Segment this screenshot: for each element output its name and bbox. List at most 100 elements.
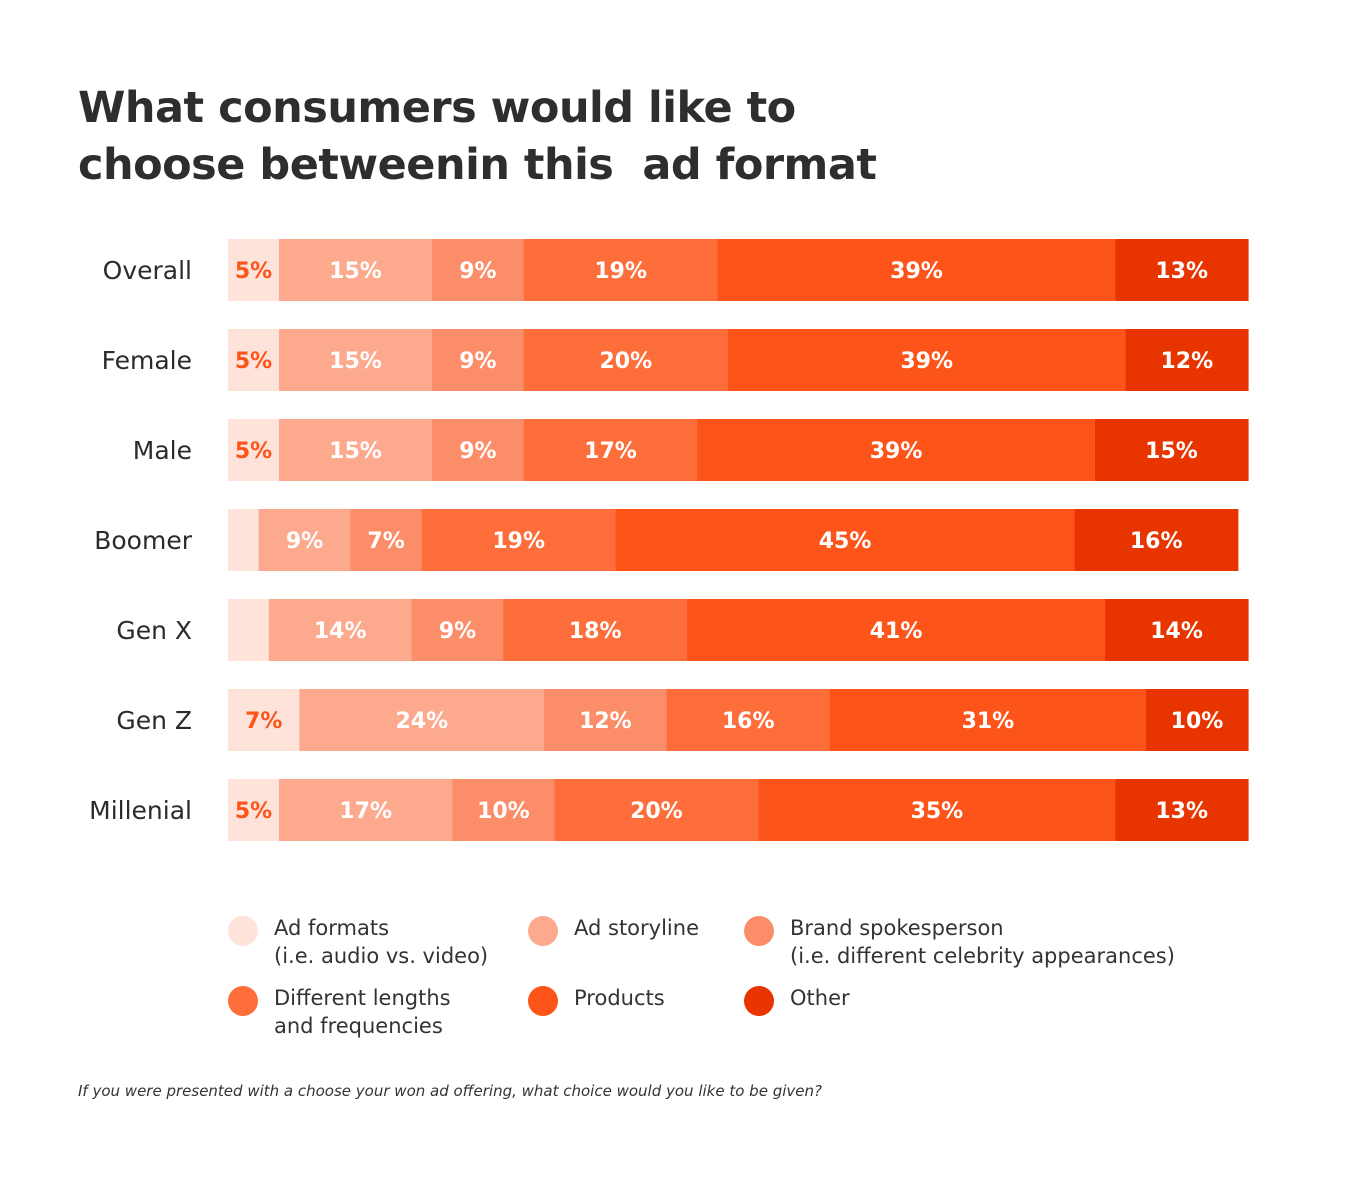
legend-label-ad-formats: Ad formats (i.e. audio vs. video)	[274, 916, 489, 968]
data-label-millenial-series-6: 13%	[1155, 799, 1208, 824]
bar-gen-x-series-6	[1105, 599, 1249, 661]
bar-overall-series-5	[717, 239, 1116, 301]
data-label-gen-x-series-4: 18%	[569, 619, 622, 644]
bar-millenial-series-3	[452, 779, 555, 841]
data-label-overall-series-4: 19%	[594, 259, 647, 284]
data-label-boomer-series-6: 16%	[1130, 529, 1183, 554]
bar-gen-z-series-5	[829, 689, 1147, 751]
legend-label-brand-spokesperson: Brand spokesperson (i.e. different celeb…	[790, 916, 1175, 968]
bar-millenial-series-4	[554, 779, 759, 841]
data-label-overall-series-3: 9%	[459, 259, 496, 284]
data-label-overall-series-1: 5%	[235, 259, 272, 284]
bar-boomer-series-3	[350, 509, 423, 571]
data-label-boomer-series-3: 7%	[367, 529, 404, 554]
data-label-female-series-1: 5%	[235, 349, 272, 374]
category-label-gen-z: Gen Z	[116, 706, 192, 735]
bar-millenial-series-6	[1115, 779, 1249, 841]
bar-gen-x-series-2	[268, 599, 413, 661]
bar-male-series-2	[279, 419, 433, 481]
bar-millenial-series-2	[279, 779, 453, 841]
data-label-overall-series-5: 39%	[890, 259, 943, 284]
bar-overall-series-4	[523, 239, 719, 301]
bar-female-series-2	[279, 329, 433, 391]
bar-gen-z-series-3	[544, 689, 668, 751]
bar-gen-z-series-1	[228, 689, 300, 751]
legend-label-other: Other	[790, 986, 850, 1010]
data-label-female-series-2: 15%	[329, 349, 382, 374]
category-label-millenial: Millenial	[89, 796, 192, 825]
bar-millenial-series-5	[758, 779, 1116, 841]
bar-male-series-6	[1095, 419, 1249, 481]
bar-boomer-series-2	[258, 509, 351, 571]
bar-boomer-series-1	[228, 509, 260, 571]
bar-gen-x-series-3	[411, 599, 504, 661]
category-label-female: Female	[102, 346, 192, 375]
legend-swatch-ad-storyline	[528, 916, 558, 946]
bar-male-series-1	[228, 419, 280, 481]
legend-swatch-products	[528, 986, 558, 1016]
bar-gen-z-series-2	[299, 689, 545, 751]
legend-swatch-other	[744, 986, 774, 1016]
chart-title-line-2: choose betweenin this ad format	[78, 140, 877, 190]
legend-label-different-lengths: Different lengths and frequencies	[274, 986, 451, 1038]
data-label-male-series-4: 17%	[584, 439, 637, 464]
category-label-gen-x: Gen X	[116, 616, 192, 645]
bar-gen-x-series-5	[687, 599, 1106, 661]
data-label-gen-z-series-4: 16%	[722, 709, 775, 734]
category-label-boomer: Boomer	[94, 526, 192, 555]
chart-title-line-1: What consumers would like to	[78, 83, 796, 133]
data-label-male-series-5: 39%	[870, 439, 923, 464]
data-label-male-series-3: 9%	[459, 439, 496, 464]
data-label-boomer-series-4: 19%	[492, 529, 545, 554]
bar-female-series-1	[228, 329, 280, 391]
data-label-gen-x-series-6: 14%	[1150, 619, 1203, 644]
data-label-millenial-series-4: 20%	[630, 799, 683, 824]
bar-female-series-6	[1125, 329, 1249, 391]
bar-boomer-series-6	[1074, 509, 1239, 571]
bar-female-series-5	[727, 329, 1127, 391]
data-label-gen-x-series-5: 41%	[870, 619, 923, 644]
data-label-millenial-series-5: 35%	[911, 799, 964, 824]
bar-male-series-3	[432, 419, 525, 481]
data-label-female-series-3: 9%	[459, 349, 496, 374]
data-label-gen-x-series-2: 14%	[314, 619, 367, 644]
bar-overall-series-3	[432, 239, 525, 301]
legend-swatch-brand-spokesperson	[744, 916, 774, 946]
bar-gen-x-series-4	[503, 599, 688, 661]
data-label-gen-z-series-6: 10%	[1171, 709, 1224, 734]
legend-swatch-different-lengths	[228, 986, 258, 1016]
data-label-gen-z-series-3: 12%	[579, 709, 632, 734]
legend-swatch-ad-formats	[228, 916, 258, 946]
chart-legend: Ad formats (i.e. audio vs. video) Ad sto…	[228, 914, 1278, 1054]
data-label-male-series-1: 5%	[235, 439, 272, 464]
data-label-millenial-series-1: 5%	[235, 799, 272, 824]
data-label-gen-z-series-1: 7%	[245, 709, 282, 734]
data-label-male-series-2: 15%	[329, 439, 382, 464]
legend-label-ad-storyline: Ad storyline	[574, 916, 699, 940]
data-label-gen-z-series-2: 24%	[395, 709, 448, 734]
data-label-female-series-6: 12%	[1160, 349, 1213, 374]
data-label-female-series-5: 39%	[900, 349, 953, 374]
bar-millenial-series-1	[228, 779, 280, 841]
bar-overall-series-1	[228, 239, 280, 301]
legend-label-products: Products	[574, 986, 665, 1010]
chart-footnote: If you were presented with a choose your…	[78, 1082, 822, 1100]
bar-overall-series-6	[1115, 239, 1249, 301]
data-label-gen-x-series-3: 9%	[439, 619, 476, 644]
bar-boomer-series-5	[615, 509, 1076, 571]
data-label-overall-series-2: 15%	[329, 259, 382, 284]
data-label-overall-series-6: 13%	[1155, 259, 1208, 284]
data-label-boomer-series-5: 45%	[819, 529, 872, 554]
bar-gen-x-series-1	[228, 599, 270, 661]
bar-male-series-4	[523, 419, 698, 481]
bar-overall-series-2	[279, 239, 433, 301]
data-label-male-series-6: 15%	[1145, 439, 1198, 464]
data-label-gen-z-series-5: 31%	[962, 709, 1015, 734]
bar-female-series-4	[523, 329, 729, 391]
bar-gen-z-series-4	[666, 689, 831, 751]
category-label-male: Male	[133, 436, 192, 465]
data-label-millenial-series-2: 17%	[339, 799, 392, 824]
chart-title: What consumers would like to choose betw…	[78, 80, 1078, 194]
bar-gen-z-series-6	[1146, 689, 1249, 751]
bar-male-series-5	[697, 419, 1096, 481]
